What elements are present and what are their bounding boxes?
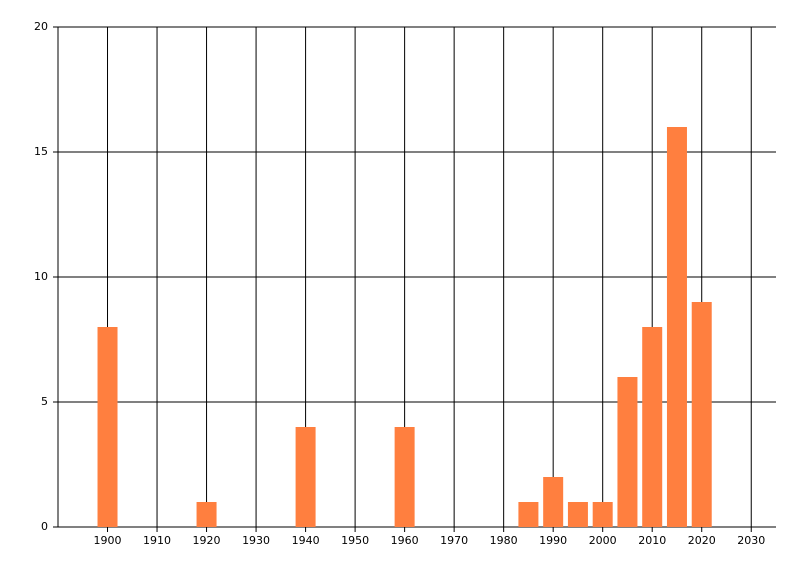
y-tick-label: 20 bbox=[34, 20, 48, 33]
bar bbox=[295, 427, 316, 527]
bar bbox=[567, 502, 588, 527]
x-tick-label: 1990 bbox=[539, 534, 567, 547]
bar bbox=[691, 302, 712, 527]
x-tick-label: 2030 bbox=[737, 534, 765, 547]
bar bbox=[666, 127, 687, 527]
bar bbox=[642, 327, 663, 527]
x-tick-label: 1970 bbox=[440, 534, 468, 547]
bar bbox=[543, 477, 564, 527]
y-tick-label: 10 bbox=[34, 270, 48, 283]
x-tick-label: 1950 bbox=[341, 534, 369, 547]
bar bbox=[617, 377, 638, 527]
bar bbox=[97, 327, 118, 527]
bar bbox=[592, 502, 613, 527]
x-tick-label: 1920 bbox=[193, 534, 221, 547]
x-tick-label: 2010 bbox=[638, 534, 666, 547]
bar bbox=[196, 502, 217, 527]
y-tick-label: 15 bbox=[34, 145, 48, 158]
x-tick-label: 2020 bbox=[688, 534, 716, 547]
y-tick-label: 5 bbox=[41, 395, 48, 408]
x-tick-label: 1900 bbox=[94, 534, 122, 547]
x-tick-label: 1910 bbox=[143, 534, 171, 547]
x-tick-label: 2000 bbox=[589, 534, 617, 547]
y-tick-label: 0 bbox=[41, 520, 48, 533]
bar bbox=[394, 427, 415, 527]
x-tick-label: 1980 bbox=[490, 534, 518, 547]
x-tick-label: 1930 bbox=[242, 534, 270, 547]
x-tick-label: 1960 bbox=[391, 534, 419, 547]
bar bbox=[518, 502, 539, 527]
x-tick-label: 1940 bbox=[292, 534, 320, 547]
